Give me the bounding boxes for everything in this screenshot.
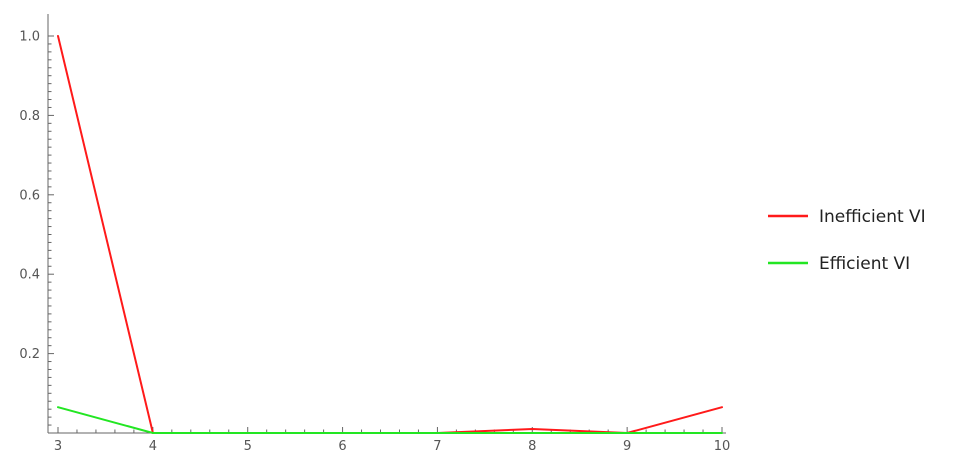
y-tick-label: 0.4 bbox=[19, 268, 40, 283]
y-tick-label: 0.6 bbox=[19, 188, 40, 203]
legend-label: Efficient VI bbox=[819, 254, 910, 274]
series-line-efficient-vi bbox=[57, 406, 723, 434]
x-tick-label: 3 bbox=[54, 439, 62, 454]
x-tick-label: 9 bbox=[623, 439, 631, 454]
x-tick-label: 10 bbox=[714, 439, 731, 454]
x-tick-label: 8 bbox=[528, 439, 536, 454]
legend-label: Inefficient VI bbox=[819, 207, 926, 227]
x-tick-label: 7 bbox=[433, 439, 441, 454]
legend-item: Inefficient VI bbox=[768, 207, 926, 227]
legend-item: Efficient VI bbox=[768, 254, 910, 274]
y-tick-label: 0.8 bbox=[19, 109, 40, 124]
axes: 0.2 0.4 0.6 0.8 1.0 3 4 5 6 7 8 9 10 bbox=[19, 14, 730, 454]
series-lines bbox=[57, 35, 723, 434]
x-tick-label: 4 bbox=[149, 439, 157, 454]
legend: Inefficient VI Efficient VI bbox=[768, 207, 926, 274]
x-tick-label: 5 bbox=[244, 439, 252, 454]
series-line-inefficient-vi bbox=[57, 35, 723, 434]
x-tick-label: 6 bbox=[338, 439, 346, 454]
y-tick-label: 1.0 bbox=[19, 30, 40, 45]
y-tick-label: 0.2 bbox=[19, 347, 40, 362]
